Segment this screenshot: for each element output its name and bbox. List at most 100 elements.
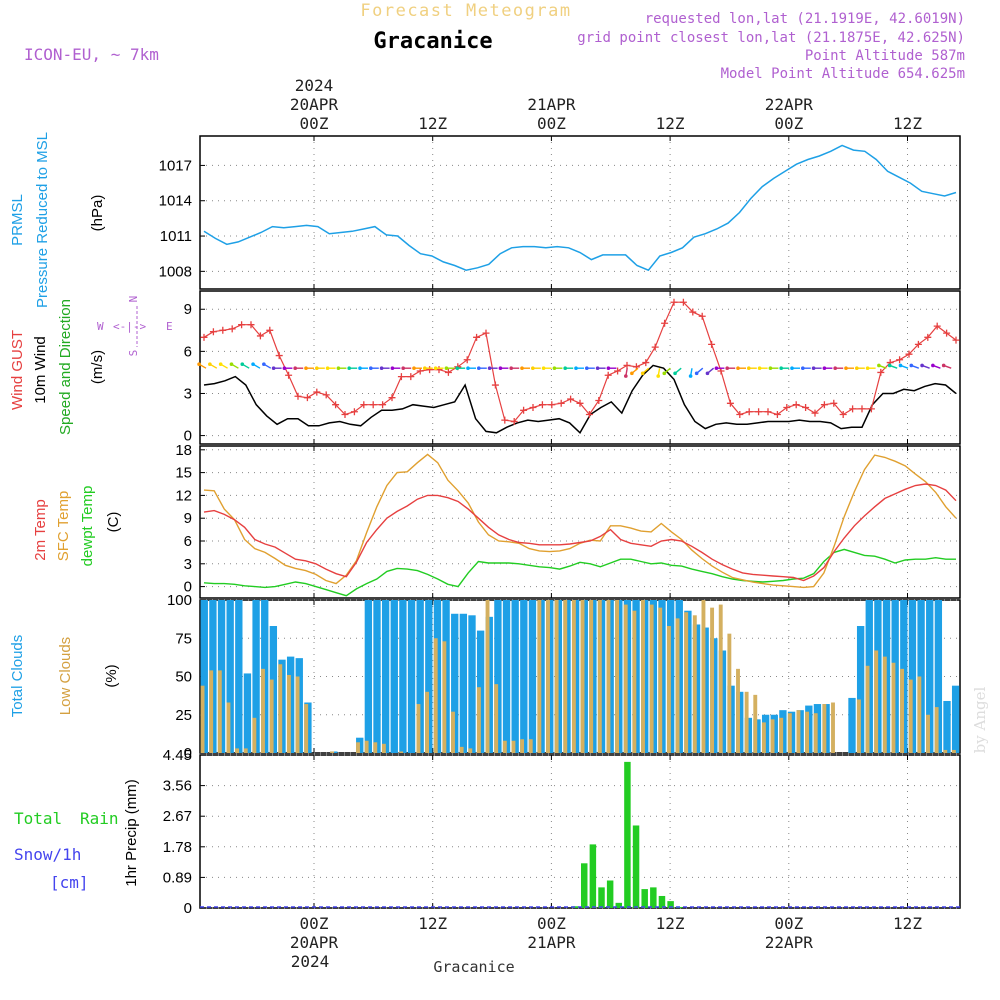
gust-marker-26 (444, 368, 452, 376)
arrow-head-40 (630, 371, 634, 376)
low-cloud-bar-28 (442, 641, 447, 753)
total-cloud-bar-85 (934, 600, 943, 753)
low-cloud-bar-85 (934, 707, 939, 753)
arrow-head-21 (423, 366, 427, 371)
arrow-head-51 (747, 366, 751, 371)
direction-arrow-0 (197, 362, 207, 369)
top-tick-label-2: 00Z (537, 114, 566, 133)
ytick-label-4-4: 3.56 (163, 778, 192, 795)
bottom-date-label-2: 21APR (527, 933, 576, 952)
direction-arrow-38 (606, 366, 617, 371)
low-cloud-bar-82 (908, 679, 913, 753)
total-cloud-bar-20 (373, 600, 381, 753)
gust-marker-47 (642, 359, 650, 367)
direction-arrow-16 (369, 366, 379, 371)
arrow-head-35 (574, 366, 578, 371)
direction-arrow-52 (757, 366, 768, 371)
gust-marker-58 (745, 408, 753, 416)
svg-text:<-|->: <-|-> (113, 320, 146, 333)
direction-arrow-39 (624, 368, 628, 378)
arrow-head-63 (877, 363, 881, 368)
gust-marker-10 (294, 392, 302, 400)
compass-icon: W <-|-> E N S (97, 296, 173, 357)
watermark: by Angel (971, 686, 989, 753)
low-cloud-bar-68 (787, 713, 792, 753)
arrow-head-45 (688, 374, 693, 378)
arrow-head-30 (520, 366, 524, 371)
low-cloud-bar-73 (831, 702, 835, 753)
low-cloud-bar-43 (571, 600, 576, 753)
rain-bar-50 (632, 825, 640, 908)
arrow-head-15 (358, 366, 362, 371)
rain-bar-48 (615, 902, 623, 908)
total-cloud-bar-4 (235, 600, 243, 753)
arrow-head-0 (197, 362, 201, 367)
wind-unit-label: (m/s) (89, 350, 106, 384)
direction-arrow-59 (833, 366, 844, 371)
ytick-label-2-6: 18 (175, 442, 192, 459)
arrow-head-22 (433, 366, 438, 371)
direction-arrow-10 (304, 366, 314, 371)
low-cloud-bar-7 (261, 668, 265, 753)
direction-arrow-25 (466, 366, 476, 371)
gust-marker-66 (820, 401, 828, 409)
ytick-label-3-2: 50 (175, 669, 192, 686)
total-cloud-bar-6 (252, 600, 260, 753)
gust-marker-56 (726, 399, 734, 407)
low-cloud-bar-86 (943, 749, 948, 753)
bottom-tick-label-4: 00Z (774, 914, 803, 933)
low-cloud-bar-6 (252, 717, 257, 753)
direction-arrow-7 (271, 366, 282, 371)
low-cloud-bar-4 (235, 748, 240, 753)
gust-marker-12 (313, 388, 321, 396)
gust-marker-18 (369, 401, 377, 409)
gust-marker-63 (792, 401, 800, 409)
arrow-head-34 (563, 366, 567, 371)
low-cloud-bar-45 (589, 600, 594, 753)
low-cloud-bar-8 (269, 679, 274, 753)
bottom-tick-label-3: 12Z (656, 914, 685, 933)
gust-marker-65 (811, 409, 819, 417)
direction-arrow-68 (931, 363, 941, 369)
low-cloud-bar-76 (856, 699, 861, 753)
direction-arrow-28 (498, 366, 509, 371)
gust-marker-44 (614, 367, 622, 375)
low-cloud-bar-52 (649, 604, 654, 753)
wind-labels: Wind GUST 10m Wind Speed and Direction (… (9, 296, 173, 435)
direction-arrow-24 (455, 366, 466, 371)
arrow-head-64 (887, 363, 892, 368)
direction-arrow-57 (811, 366, 822, 371)
rain-label: Rain (80, 809, 119, 828)
low-cloud-bar-1 (209, 670, 214, 753)
low-cloud-bar-29 (451, 711, 455, 753)
gust-marker-74 (896, 356, 904, 364)
ytick-label-3-0: 0 (184, 745, 192, 762)
gust-marker-57 (736, 411, 744, 419)
arrow-head-8 (282, 366, 287, 371)
sfc-temp-label: SFC Temp (55, 491, 72, 562)
gust-marker-37 (548, 401, 556, 409)
gust-marker-41 (585, 411, 593, 419)
direction-arrow-36 (585, 366, 595, 371)
low-cloud-bar-84 (926, 714, 930, 753)
direction-arrow-22 (433, 366, 444, 371)
meteogram-subtitle: Forecast Meteogram (360, 1, 571, 21)
arrow-head-41 (640, 371, 645, 376)
precip-labels: Total Rain Snow/1h [cm] 1hr Precip (mm) (14, 779, 140, 892)
gust-marker-68 (839, 411, 847, 419)
gust-marker-75 (905, 350, 913, 358)
low-cloud-bar-9 (278, 664, 283, 753)
low-cloud-bar-54 (666, 626, 671, 753)
arrow-head-11 (315, 366, 319, 371)
arrow-head-38 (606, 366, 611, 371)
arrow-head-65 (898, 363, 903, 368)
arrow-head-37 (595, 366, 600, 371)
requested-coords: requested lon,lat (21.1919E, 42.6019N) (645, 11, 965, 27)
dewpt-label: dewpt Temp (79, 486, 96, 567)
low-cloud-bar-58 (701, 600, 706, 753)
low-cloud-bar-36 (511, 740, 516, 753)
low-cloud-bar-64 (753, 694, 758, 753)
arrow-head-52 (757, 366, 762, 371)
gust-marker-39 (567, 395, 575, 403)
